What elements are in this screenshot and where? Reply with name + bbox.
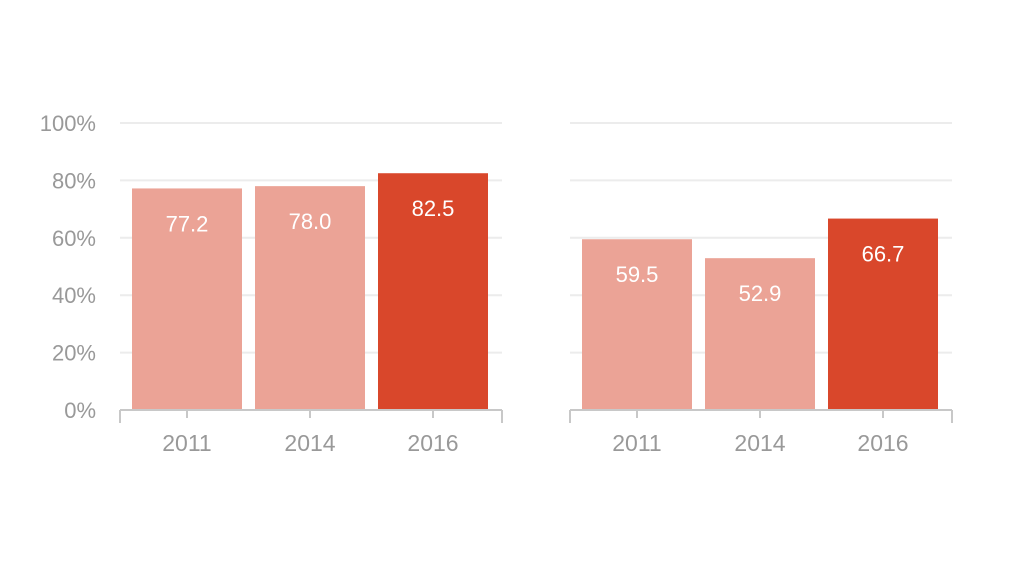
data-label-1-0: 59.5 [616,262,659,287]
y-tick-label-0-4: 80% [52,168,96,193]
x-tick-label-0-2: 2016 [407,430,458,456]
y-tick-label-0-1: 20% [52,341,96,366]
data-label-0-0: 77.2 [166,211,209,236]
y-tick-label-0-2: 40% [52,283,96,308]
x-tick-label-0-0: 2011 [162,430,211,456]
data-label-0-1: 78.0 [289,209,332,234]
bar-0-2011 [132,188,242,410]
bar-0-2014 [255,186,365,410]
data-label-0-2: 82.5 [412,196,455,221]
bar-1-2016 [828,218,938,410]
y-tick-label-0-5: 100% [40,111,96,136]
x-tick-label-0-1: 2014 [284,430,335,456]
bar-1-2014 [705,258,815,410]
y-tick-label-0-3: 60% [52,226,96,251]
data-label-1-1: 52.9 [739,281,782,306]
bar-0-2016 [378,173,488,410]
x-tick-label-1-1: 2014 [734,430,785,456]
y-tick-label-0-0: 0% [64,398,96,423]
bar-1-2011 [582,239,692,410]
x-tick-label-1-2: 2016 [857,430,908,456]
data-label-1-2: 66.7 [862,242,905,267]
x-tick-label-1-0: 2011 [612,430,661,456]
